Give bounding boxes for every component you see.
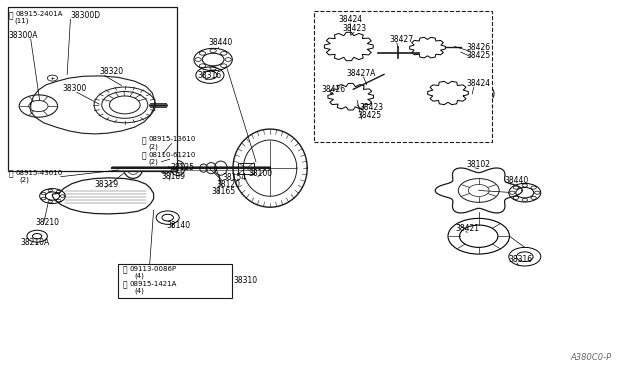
Text: 38120: 38120: [216, 180, 241, 189]
Text: (2): (2): [148, 159, 158, 165]
Text: 38424: 38424: [338, 15, 362, 24]
Text: 38319: 38319: [95, 180, 119, 189]
Text: ⓜ: ⓜ: [8, 11, 13, 20]
Text: 38310: 38310: [234, 276, 258, 285]
Text: 38440: 38440: [208, 38, 232, 47]
Text: Ⓑ: Ⓑ: [142, 152, 147, 161]
Text: 38316: 38316: [509, 255, 533, 264]
Text: A380C0-P: A380C0-P: [570, 353, 611, 362]
Text: 38320: 38320: [99, 67, 124, 76]
Text: 38189: 38189: [161, 172, 186, 181]
Text: 08110-61210: 08110-61210: [148, 152, 196, 158]
Text: ⓜ: ⓜ: [142, 136, 147, 145]
Text: 38140: 38140: [166, 221, 191, 230]
Text: 38300D: 38300D: [70, 11, 100, 20]
Text: (2): (2): [148, 143, 158, 150]
Bar: [8, 7, 177, 171]
Text: 09113-0086P: 09113-0086P: [129, 266, 177, 272]
Text: 38125: 38125: [171, 163, 195, 171]
Text: ⓜ: ⓜ: [8, 170, 13, 179]
Text: (2): (2): [19, 177, 29, 183]
Text: 38440: 38440: [504, 176, 529, 185]
Text: 08915-13610: 08915-13610: [148, 137, 196, 142]
Text: 38425: 38425: [357, 111, 381, 120]
Text: 08915-1421A: 08915-1421A: [129, 281, 177, 287]
Text: 38423: 38423: [342, 24, 367, 33]
Text: 38426: 38426: [466, 43, 490, 52]
Text: 38421: 38421: [456, 224, 480, 232]
Text: 38427A: 38427A: [347, 69, 376, 78]
Text: 08915-2401A: 08915-2401A: [15, 11, 63, 17]
Text: 38316: 38316: [197, 71, 221, 80]
Text: 38423: 38423: [360, 103, 384, 112]
Text: 38102: 38102: [466, 160, 490, 169]
Text: 38300: 38300: [63, 84, 87, 93]
Bar: [314, 11, 492, 142]
Text: 38210: 38210: [35, 218, 60, 227]
Text: 38165: 38165: [211, 187, 236, 196]
Text: 38300A: 38300A: [8, 31, 38, 40]
Text: (4): (4): [134, 273, 144, 279]
Text: 08915-43610: 08915-43610: [15, 170, 63, 176]
Text: 38424: 38424: [466, 79, 490, 88]
Text: 38426: 38426: [321, 85, 346, 94]
Text: 38210A: 38210A: [20, 238, 50, 247]
Text: 38154: 38154: [223, 173, 247, 182]
Text: (4): (4): [134, 288, 144, 294]
Text: 38100: 38100: [248, 169, 273, 177]
Text: ⓜ: ⓜ: [123, 280, 127, 289]
Text: (11): (11): [14, 17, 29, 24]
Text: 38425: 38425: [466, 51, 490, 60]
Text: 38427: 38427: [389, 35, 413, 44]
Bar: [118, 264, 232, 298]
Text: Ⓑ: Ⓑ: [123, 266, 127, 275]
Bar: [238, 163, 254, 174]
